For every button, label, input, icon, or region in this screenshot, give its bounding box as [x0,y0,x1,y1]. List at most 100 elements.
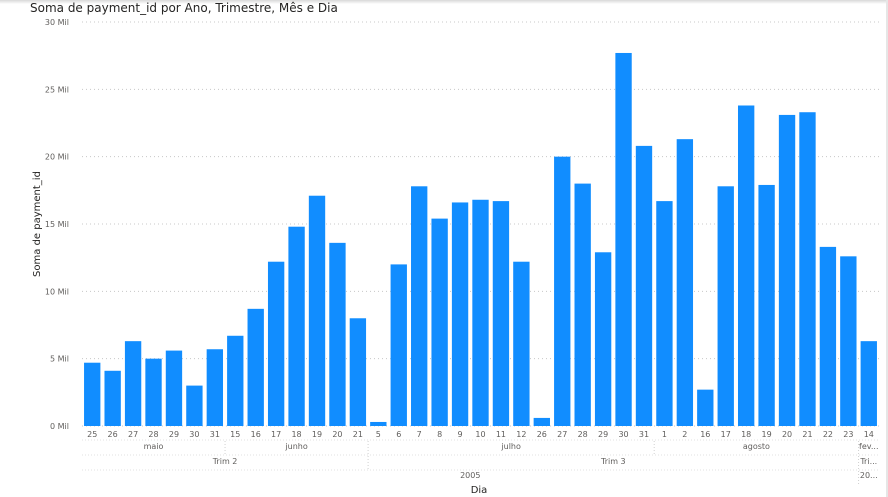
bar[interactable] [778,114,796,427]
bar[interactable] [472,199,489,426]
bar[interactable] [104,370,121,426]
x-tick-label: 27 [128,430,138,439]
bar[interactable] [799,112,816,426]
quarter-label: Tri... [859,457,877,466]
bar[interactable] [451,202,469,426]
bar[interactable] [840,256,857,426]
x-tick-label: 19 [762,430,772,439]
quarter-label: Trim 3 [600,457,626,466]
x-tick-label: 30 [189,430,199,439]
bar[interactable] [370,421,387,426]
x-tick-label: 10 [475,430,485,439]
bar[interactable] [492,201,510,426]
month-label: agosto [743,442,770,451]
top-shadow [0,0,888,4]
bar[interactable] [329,242,346,426]
y-tick-label: 0 Mil [50,422,69,431]
x-tick-label: 21 [802,430,812,439]
month-label: junho [284,442,307,451]
bar[interactable] [819,246,837,426]
bar[interactable] [533,417,550,426]
x-tick-label: 7 [417,430,422,439]
x-tick-label: 23 [843,430,853,439]
x-tick-label: 30 [618,430,628,439]
quarter-label: Trim 2 [212,457,238,466]
x-tick-label: 17 [271,430,281,439]
bar[interactable] [227,335,244,426]
x-tick-label: 20 [332,430,342,439]
y-tick-label: 20 Mil [45,153,69,162]
bars [84,52,877,427]
x-tick-label: 8 [437,430,442,439]
bar[interactable] [574,183,591,426]
x-tick-label: 25 [87,430,97,439]
x-tick-label: 14 [864,430,874,439]
bar[interactable] [165,350,183,426]
right-border [886,0,888,497]
x-tick-label: 18 [291,430,301,439]
bar[interactable] [554,156,571,426]
x-tick-label: 19 [312,430,322,439]
x-tick-label: 20 [782,430,792,439]
y-axis-label: Soma de payment_id [32,171,43,277]
y-tick-label: 25 Mil [45,85,69,94]
x-tick-label: 31 [210,430,220,439]
bar[interactable] [267,261,285,426]
bar[interactable] [411,186,428,426]
bar[interactable] [676,139,694,426]
bar[interactable] [615,52,632,427]
x-tick-label: 15 [230,430,240,439]
month-label: maio [144,442,164,451]
month-label: fev... [859,442,878,451]
x-tick-label: 17 [721,430,731,439]
x-tick-label: 29 [169,430,179,439]
bar[interactable] [594,252,612,426]
x-tick-label: 21 [353,430,363,439]
bar[interactable] [308,195,326,426]
year-label: 20... [860,471,878,480]
x-tick-label: 5 [376,430,381,439]
x-tick-label: 26 [537,430,547,439]
x-axis-hierarchy: maio junho julho agosto fev... Trim 2 Trim 3 Tr… [82,439,879,484]
x-tick-label: 16 [251,430,261,439]
y-tick-label: 5 Mil [50,355,69,364]
x-axis-ticks: 25 26 27 28 29 30 31 15 16 17 18 19 20 21 5 6 7 8 9 10 11 12 2… [87,430,874,439]
y-tick-label: 15 Mil [45,220,69,229]
bar[interactable] [431,218,448,426]
bar[interactable] [635,145,653,427]
bar[interactable] [84,362,101,426]
x-tick-label: 11 [496,430,506,439]
x-tick-label: 6 [396,430,401,439]
y-axis-ticks: 0 Mil 5 Mil 10 Mil 15 Mil 20 Mil 25 Mil 30 Mil [45,18,69,431]
bar[interactable] [737,105,755,426]
bar[interactable] [186,385,203,426]
x-tick-label: 9 [458,430,463,439]
bar[interactable] [349,318,367,426]
x-tick-label: 31 [639,430,649,439]
bar[interactable] [513,261,530,426]
x-tick-label: 28 [578,430,588,439]
month-label: julho [500,442,521,451]
x-tick-label: 12 [516,430,526,439]
bar[interactable] [124,341,142,426]
x-tick-label: 16 [700,430,710,439]
bar[interactable] [145,358,162,426]
bar[interactable] [717,186,734,426]
x-tick-label: 22 [823,430,833,439]
bar[interactable] [697,389,714,426]
bar[interactable] [390,264,407,426]
y-tick-label: 30 Mil [45,18,69,27]
x-tick-label: 28 [148,430,158,439]
x-tick-label: 26 [108,430,118,439]
x-tick-label: 1 [662,430,667,439]
bar[interactable] [288,226,305,426]
bar[interactable] [758,184,775,426]
year-label: 2005 [460,471,480,480]
bar[interactable] [206,349,224,426]
bar[interactable] [247,308,264,426]
bar[interactable] [860,341,877,426]
x-tick-label: 29 [598,430,608,439]
bar[interactable] [656,201,673,426]
